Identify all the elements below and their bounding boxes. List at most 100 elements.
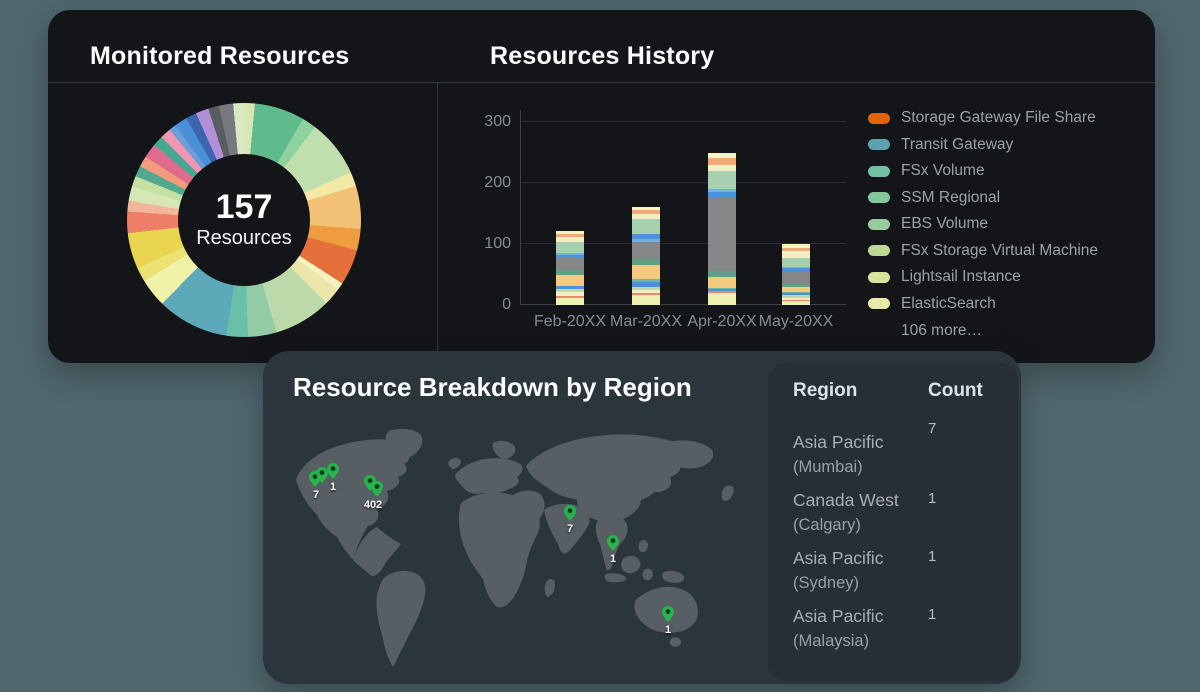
bar-segment[interactable] (708, 277, 736, 288)
legend-more-link[interactable]: 106 more… (901, 322, 1148, 340)
pin-count-label: 402 (364, 499, 382, 511)
bar-segment[interactable] (556, 242, 584, 252)
map-sulawesi (643, 569, 654, 581)
region-location: (Sydney) (793, 574, 1003, 593)
bar-segment[interactable] (782, 301, 810, 305)
legend-label: FSx Storage Virtual Machine (901, 242, 1098, 260)
x-axis-label-May-20XX: May-20XX (751, 313, 841, 331)
pin-count-label: 7 (313, 489, 319, 501)
location-pin-icon[interactable] (607, 535, 619, 551)
legend-item[interactable]: ElasticSearch (868, 296, 1148, 312)
legend-item[interactable]: EBS Volume (868, 216, 1148, 232)
bar-segment[interactable] (708, 198, 736, 271)
region-name: Asia Pacific (793, 432, 1003, 453)
resource-total-label: Resources (196, 227, 292, 250)
bar-segment[interactable] (708, 158, 736, 165)
map-scandinavia (493, 441, 516, 459)
legend-item[interactable]: FSx Storage Virtual Machine (868, 243, 1148, 259)
bar-segment[interactable] (556, 258, 584, 270)
map-south-america (376, 571, 425, 667)
bar-segment[interactable] (632, 219, 660, 234)
region-count-table: Region Count Asia Pacific(Mumbai)7Canada… (768, 363, 1018, 681)
region-count: 1 (928, 606, 936, 623)
table-row: Asia Pacific (Sydney) 1 (793, 548, 1003, 606)
monitored-resources-card: Monitored Resources Resources History 15… (48, 10, 1155, 363)
resource-breakdown-title: Resource Breakdown by Region (293, 372, 692, 403)
column-divider (437, 82, 438, 363)
bar-segment[interactable] (556, 275, 584, 285)
y-axis-tick-100: 100 (459, 235, 511, 253)
stacked-bar-Apr-20XX[interactable] (708, 153, 736, 305)
world-map: 71402711 (288, 424, 768, 684)
legend-swatch (868, 166, 890, 177)
stacked-bar-Feb-20XX[interactable] (556, 231, 584, 305)
legend-swatch (868, 192, 890, 203)
stacked-bar-May-20XX[interactable] (782, 244, 810, 305)
legend-swatch (868, 113, 890, 124)
location-pin-icon[interactable] (371, 481, 383, 497)
bar-segment[interactable] (556, 298, 584, 305)
resources-history-title: Resources History (490, 42, 714, 71)
legend-item[interactable]: SSM Regional (868, 190, 1148, 206)
bar-segment[interactable] (632, 242, 660, 259)
legend-label: SSM Regional (901, 189, 1000, 207)
pin-count-label: 1 (330, 481, 336, 493)
donut-center: 157 Resources (178, 154, 310, 286)
region-name: Asia Pacific (793, 606, 1003, 627)
bar-segment[interactable] (632, 265, 660, 280)
legend-label: Lightsail Instance (901, 268, 1021, 286)
resources-history-bar-chart: 0100200300Feb-20XXMar-20XXApr-20XXMay-20… (520, 110, 845, 305)
legend-swatch (868, 219, 890, 230)
region-name: Canada West (793, 490, 1003, 511)
monitored-resources-donut-chart: 157 Resources (127, 103, 361, 337)
pin-count-label: 7 (567, 523, 573, 535)
map-tasmania (670, 637, 681, 647)
gridline-300 (521, 121, 846, 122)
monitored-resources-title: Monitored Resources (90, 42, 349, 71)
table-header-count: Count (928, 380, 983, 402)
map-philippines (639, 540, 649, 552)
pin-count-label: 1 (610, 553, 616, 565)
legend-item[interactable]: Lightsail Instance (868, 269, 1148, 285)
map-europe (455, 458, 523, 494)
bar-segment[interactable] (782, 271, 810, 283)
table-header-region: Region (793, 380, 857, 402)
map-new-guinea (662, 571, 684, 583)
map-sumatra-java (605, 573, 626, 582)
map-uk (448, 458, 461, 469)
region-name: Asia Pacific (793, 548, 1003, 569)
map-japan (722, 485, 734, 501)
bar-segment[interactable] (632, 295, 660, 305)
location-pin-icon[interactable] (564, 505, 576, 521)
bar-segment[interactable] (782, 251, 810, 258)
legend-label: EBS Volume (901, 215, 988, 233)
world-map-silhouette (288, 424, 768, 684)
resources-history-legend: Storage Gateway File Share Transit Gatewa… (868, 110, 1148, 340)
header-divider (48, 82, 1155, 83)
region-count: 1 (928, 548, 936, 565)
legend-swatch (868, 139, 890, 150)
legend-swatch (868, 272, 890, 283)
bar-segment[interactable] (782, 258, 810, 267)
y-axis-tick-0: 0 (459, 296, 511, 314)
legend-swatch (868, 245, 890, 256)
legend-item[interactable]: Storage Gateway File Share (868, 110, 1148, 126)
map-madagascar (545, 579, 555, 597)
legend-swatch (868, 298, 890, 309)
stacked-bar-Mar-20XX[interactable] (632, 207, 660, 305)
pin-count-label: 1 (665, 624, 671, 636)
table-row: Asia Pacific (Malaysia) 1 (793, 606, 1003, 664)
location-pin-icon[interactable] (327, 463, 339, 479)
legend-label: Transit Gateway (901, 136, 1013, 154)
bar-segment[interactable] (708, 293, 736, 305)
legend-item[interactable]: Transit Gateway (868, 137, 1148, 153)
bar-segment[interactable] (708, 171, 736, 188)
map-borneo (621, 556, 640, 573)
region-count: 1 (928, 490, 936, 507)
table-row: Canada West(Calgary)1 (793, 490, 1003, 548)
region-location: (Malaysia) (793, 632, 1003, 651)
table-row: Asia Pacific(Mumbai)7 (793, 432, 1003, 490)
location-pin-icon[interactable] (662, 606, 674, 622)
gridline-200 (521, 182, 846, 183)
legend-item[interactable]: FSx Volume (868, 163, 1148, 179)
